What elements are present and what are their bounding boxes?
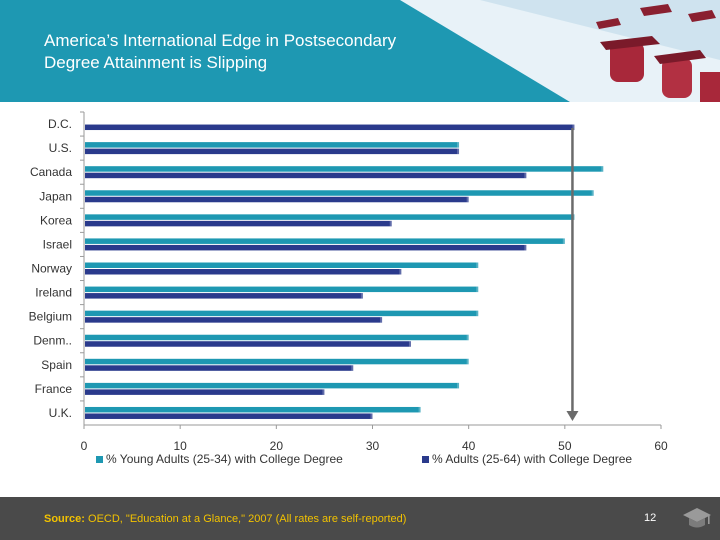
- bar-end-highlight: [476, 262, 480, 268]
- bar-end-highlight: [476, 286, 480, 293]
- bar-end-highlight: [408, 341, 412, 347]
- bar-end-highlight: [466, 358, 470, 365]
- bar-young-adults: [85, 334, 469, 341]
- graduation-cap-icon: [683, 508, 711, 528]
- bar-end-highlight: [360, 293, 364, 299]
- slide-title-line-2: Degree Attainment is Slipping: [44, 53, 268, 72]
- source-label: Source:: [44, 513, 85, 525]
- category-label: U.K.: [49, 406, 72, 420]
- bar-young-adults: [85, 166, 604, 172]
- slide-header: America’s International Edge in Postseco…: [0, 0, 720, 102]
- bar-adults: [85, 293, 363, 299]
- x-tick-label: 10: [173, 439, 187, 453]
- bar-adults: [85, 172, 527, 179]
- bar-end-highlight: [351, 365, 355, 371]
- bar-young-adults: [85, 190, 594, 196]
- bar-end-highlight: [399, 269, 403, 275]
- bar-end-highlight: [457, 382, 461, 389]
- x-tick-label: 20: [270, 439, 284, 453]
- category-label: France: [35, 382, 73, 396]
- bar-end-highlight: [591, 190, 595, 196]
- bar-end-highlight: [370, 413, 374, 419]
- category-label: Spain: [41, 358, 72, 372]
- slide-footer: Source: OECD, "Education at a Glance," 2…: [0, 497, 720, 540]
- bar-adults: [85, 317, 383, 323]
- bar-end-highlight: [601, 166, 605, 172]
- bar-young-adults: [85, 214, 575, 220]
- page-number: 12: [644, 512, 657, 524]
- bar-end-highlight: [562, 238, 566, 244]
- bar-end-highlight: [524, 244, 528, 251]
- slide-title: America’s International Edge in Postseco…: [44, 30, 484, 74]
- legend-swatch: [422, 456, 429, 463]
- category-label: D.C.: [48, 117, 72, 131]
- bar-young-adults: [85, 382, 460, 389]
- bar-end-highlight: [457, 142, 461, 148]
- bar-adults: [85, 365, 354, 371]
- category-label: Ireland: [35, 286, 72, 300]
- bar-end-highlight: [322, 389, 326, 395]
- legend-swatch: [96, 456, 103, 463]
- category-label: Belgium: [29, 310, 72, 324]
- category-label: Denm..: [33, 334, 72, 348]
- bar-end-highlight: [524, 172, 528, 179]
- x-tick-label: 50: [558, 439, 572, 453]
- category-label: Canada: [30, 165, 72, 179]
- bar-young-adults: [85, 238, 565, 244]
- source-citation: Source: OECD, "Education at a Glance," 2…: [44, 513, 406, 525]
- bar-young-adults: [85, 286, 479, 293]
- source-text: OECD, "Education at a Glance," 2007 (All…: [84, 513, 407, 525]
- bar-end-highlight: [380, 317, 384, 323]
- bar-adults: [85, 389, 325, 395]
- bar-end-highlight: [418, 406, 422, 413]
- bar-young-adults: [85, 262, 479, 268]
- bar-adults: [85, 124, 575, 131]
- x-tick-label: 40: [462, 439, 476, 453]
- bar-adults: [85, 341, 411, 347]
- bar-end-highlight: [476, 310, 480, 317]
- bar-adults: [85, 220, 392, 227]
- bar-end-highlight: [572, 214, 576, 220]
- category-label: Japan: [39, 189, 72, 203]
- bar-chart: D.C. U.S. Canada Japan Korea Israel Norway Irel…: [29, 111, 668, 466]
- bar-young-adults: [85, 310, 479, 317]
- bar-adults: [85, 269, 402, 275]
- bar-adults: [85, 196, 469, 203]
- bar-end-highlight: [572, 124, 576, 131]
- bar-young-adults: [85, 142, 460, 148]
- bar-adults: [85, 148, 460, 155]
- bar-adults: [85, 244, 527, 251]
- x-tick-label: 0: [81, 439, 88, 453]
- category-label: Korea: [40, 213, 72, 227]
- bar-end-highlight: [457, 148, 461, 155]
- slide-title-line-1: America’s International Edge in Postseco…: [44, 31, 397, 50]
- bar-young-adults: [85, 406, 421, 413]
- category-label: Israel: [43, 237, 72, 251]
- bar-end-highlight: [466, 334, 470, 341]
- legend-label: % Adults (25-64) with College Degree: [432, 452, 632, 466]
- bar-young-adults: [85, 358, 469, 365]
- legend-label: % Young Adults (25-34) with College Degr…: [106, 452, 343, 466]
- category-label: Norway: [31, 262, 72, 276]
- x-tick-label: 30: [366, 439, 380, 453]
- bar-end-highlight: [389, 220, 393, 227]
- x-tick-label: 60: [654, 439, 668, 453]
- header-background: [0, 0, 720, 102]
- annotation-arrow-head: [566, 410, 579, 421]
- bar-end-highlight: [466, 196, 470, 203]
- bar-adults: [85, 413, 373, 419]
- graduation-photo: [480, 0, 720, 102]
- category-label: U.S.: [49, 141, 72, 155]
